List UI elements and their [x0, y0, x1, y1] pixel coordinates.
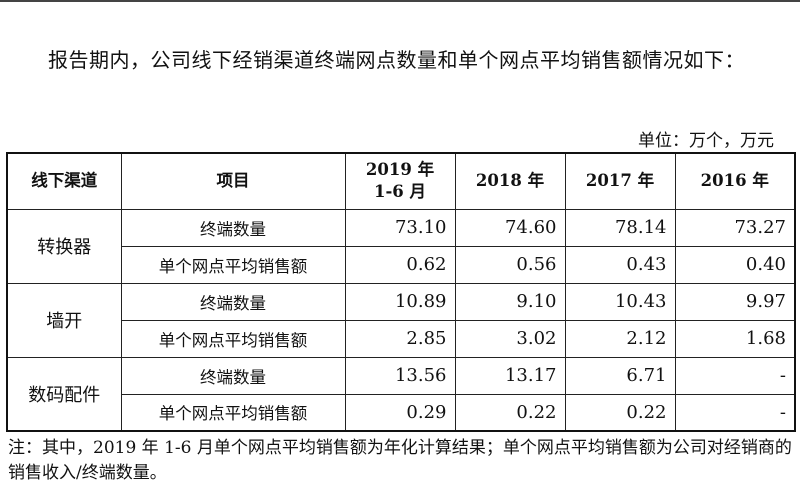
value-cell: 0.29	[344, 393, 456, 432]
col-header-2016: 2016 年	[674, 152, 796, 210]
col-header-2018: 2018 年	[454, 152, 566, 210]
value-cell: 0.22	[454, 393, 566, 432]
col-header-2017: 2017 年	[564, 152, 676, 210]
value-cell: 74.60	[454, 208, 566, 247]
intro-paragraph: 报告期内，公司线下经销渠道终端网点数量和单个网点平均销售额情况如下：	[8, 38, 796, 82]
table-row: 转换器 终端数量 73.10 74.60 78.14 73.27	[6, 208, 796, 284]
table-header-row: 线下渠道 项目 2019 年 1-6 月 2018 年 2017 年 2016 …	[6, 152, 796, 210]
table-row: 单个网点平均销售额 0.62 0.56 0.43 0.40	[7, 245, 796, 284]
item-cell: 单个网点平均销售额	[120, 319, 346, 358]
value-cell: 0.56	[454, 245, 566, 284]
col-header-2019h1: 2019 年 1-6 月	[344, 152, 456, 210]
value-cell: 73.10	[344, 208, 456, 247]
value-cell: 10.43	[564, 282, 676, 321]
channel-cell: 数码配件	[6, 356, 122, 432]
table-row: 单个网点平均销售额 0.29 0.22 0.22 -	[7, 393, 796, 432]
value-cell: 13.56	[344, 356, 456, 395]
intro-text: 报告期内，公司线下经销渠道终端网点数量和单个网点平均销售额情况如下：	[48, 48, 745, 72]
footnote: 注：其中，2019 年 1-6 月单个网点平均销售额为年化计算结果；单个网点平均…	[8, 438, 792, 483]
value-cell: 9.97	[674, 282, 796, 321]
value-cell: 13.17	[454, 356, 566, 395]
item-cell: 终端数量	[120, 208, 346, 247]
value-cell: 2.85	[344, 319, 456, 358]
channel-cell: 墙开	[6, 282, 122, 358]
table-row: 墙开 终端数量 10.89 9.10 10.43 9.97	[6, 282, 796, 358]
top-rule	[0, 0, 800, 2]
table-row: 数码配件 终端数量 13.56 13.17 6.71 -	[6, 356, 796, 432]
value-cell: 10.89	[344, 282, 456, 321]
value-cell: -	[674, 356, 796, 395]
value-cell: 2.12	[564, 319, 676, 358]
table-row: 单个网点平均销售额 2.85 3.02 2.12 1.68	[7, 319, 796, 358]
value-cell: -	[674, 393, 796, 432]
item-cell: 单个网点平均销售额	[120, 245, 346, 284]
channel-table: 线下渠道 项目 2019 年 1-6 月 2018 年 2017 年 2016 …	[6, 152, 796, 432]
value-cell: 1.68	[674, 319, 796, 358]
item-cell: 终端数量	[120, 356, 346, 395]
value-cell: 6.71	[564, 356, 676, 395]
item-cell: 终端数量	[120, 282, 346, 321]
value-cell: 9.10	[454, 282, 566, 321]
value-cell: 0.40	[674, 245, 796, 284]
value-cell: 0.62	[344, 245, 456, 284]
unit-label: 单位：万个，万元	[638, 131, 774, 151]
value-cell: 0.43	[564, 245, 676, 284]
value-cell: 3.02	[454, 319, 566, 358]
value-cell: 73.27	[674, 208, 796, 247]
value-cell: 78.14	[564, 208, 676, 247]
value-cell: 0.22	[564, 393, 676, 432]
col-header-item: 项目	[120, 152, 346, 210]
item-cell: 单个网点平均销售额	[120, 393, 346, 432]
col-header-channel: 线下渠道	[6, 152, 122, 210]
channel-cell: 转换器	[6, 208, 122, 284]
